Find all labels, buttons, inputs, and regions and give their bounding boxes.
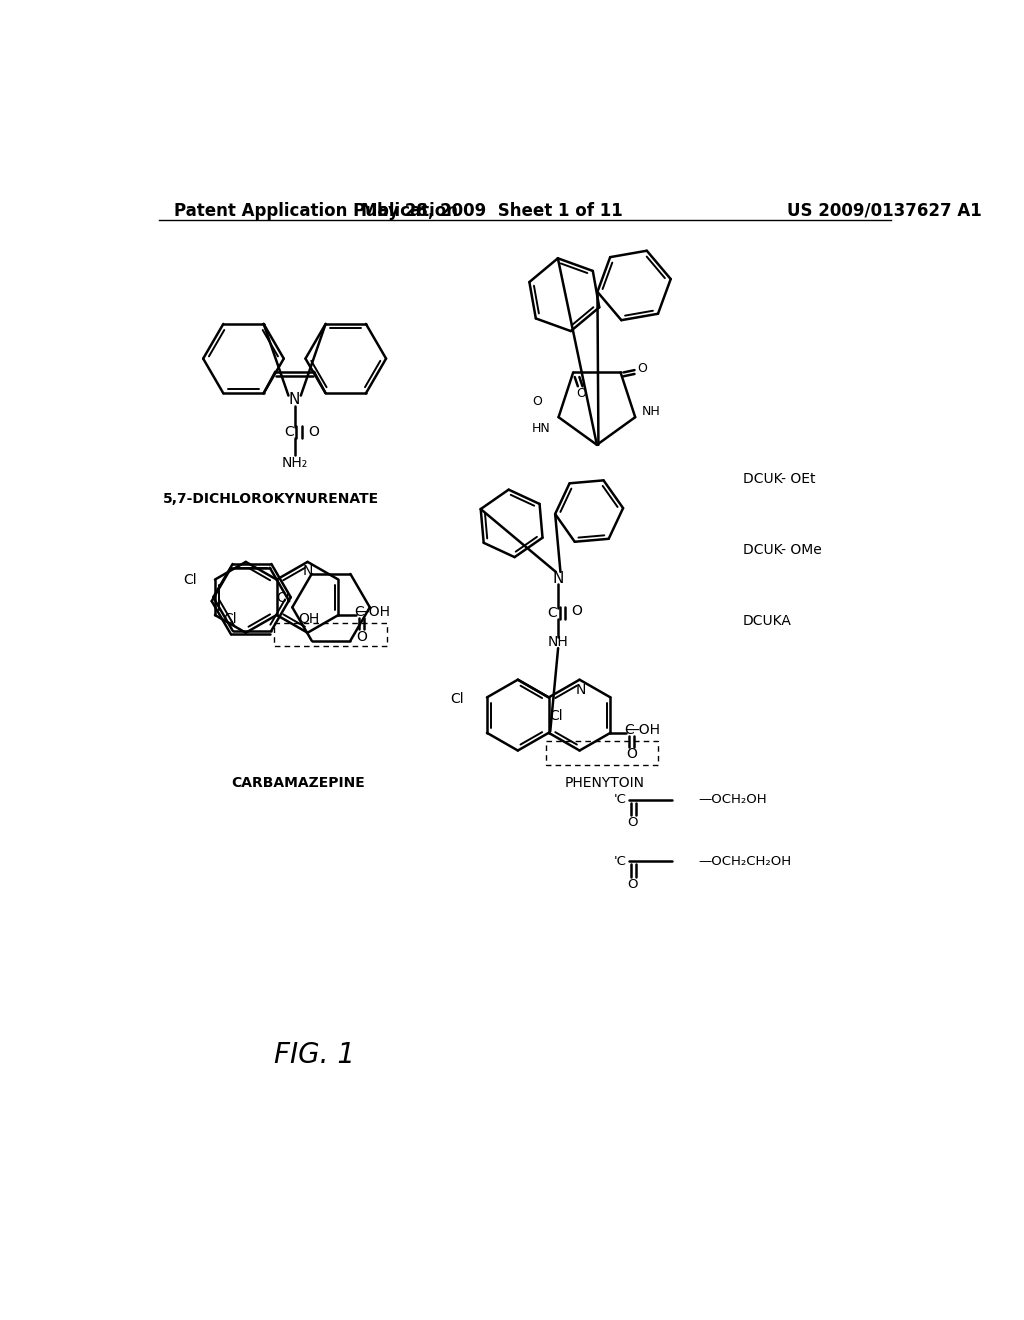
Text: O: O [626, 747, 637, 762]
Text: O: O [575, 388, 586, 400]
Bar [274, 623, 387, 645]
Text: O: O [308, 425, 318, 438]
Text: OH: OH [298, 612, 319, 626]
Text: DCUK- OEt: DCUK- OEt [743, 471, 815, 486]
Text: O: O [531, 395, 542, 408]
Text: —OCH₂OH: —OCH₂OH [698, 793, 767, 807]
Text: PHENYTOIN: PHENYTOIN [564, 776, 644, 791]
Text: NH: NH [548, 635, 568, 649]
Text: Cl: Cl [276, 591, 290, 605]
Text: O: O [628, 878, 638, 891]
Text: NH₂: NH₂ [282, 455, 308, 470]
Text: C: C [625, 723, 634, 737]
Text: Cl: Cl [183, 573, 197, 586]
Text: Cl: Cl [550, 709, 563, 723]
Text: DCUKA: DCUKA [743, 614, 792, 628]
Text: Cl: Cl [451, 692, 464, 706]
Text: —OCH₂CH₂OH: —OCH₂CH₂OH [698, 855, 792, 869]
Text: N: N [302, 564, 312, 578]
Text: O: O [637, 362, 647, 375]
Text: Patent Application Publication: Patent Application Publication [174, 202, 459, 219]
Bar [547, 742, 658, 766]
Text: N: N [552, 570, 564, 586]
Text: C: C [547, 606, 557, 619]
Text: C: C [285, 425, 294, 438]
Text: FIG. 1: FIG. 1 [273, 1041, 354, 1069]
Text: N: N [289, 392, 300, 407]
Text: O: O [628, 816, 638, 829]
Text: Cl: Cl [223, 612, 238, 626]
Text: O: O [356, 630, 368, 644]
Text: NH: NH [641, 404, 660, 417]
Text: —OH: —OH [355, 605, 391, 619]
Text: C: C [354, 605, 365, 619]
Text: US 2009/0137627 A1: US 2009/0137627 A1 [786, 202, 981, 219]
Text: 'C: 'C [613, 793, 627, 807]
Text: N: N [575, 684, 587, 697]
Text: —OH: —OH [626, 723, 660, 737]
Text: CARBAMAZEPINE: CARBAMAZEPINE [231, 776, 366, 791]
Text: 'C: 'C [613, 855, 627, 869]
Text: DCUK- OMe: DCUK- OMe [743, 543, 822, 557]
Text: 5,7-DICHLOROKYNURENATE: 5,7-DICHLOROKYNURENATE [163, 492, 379, 506]
Text: O: O [571, 605, 583, 618]
Text: May 28, 2009  Sheet 1 of 11: May 28, 2009 Sheet 1 of 11 [361, 202, 624, 219]
Text: HN: HN [532, 422, 551, 436]
